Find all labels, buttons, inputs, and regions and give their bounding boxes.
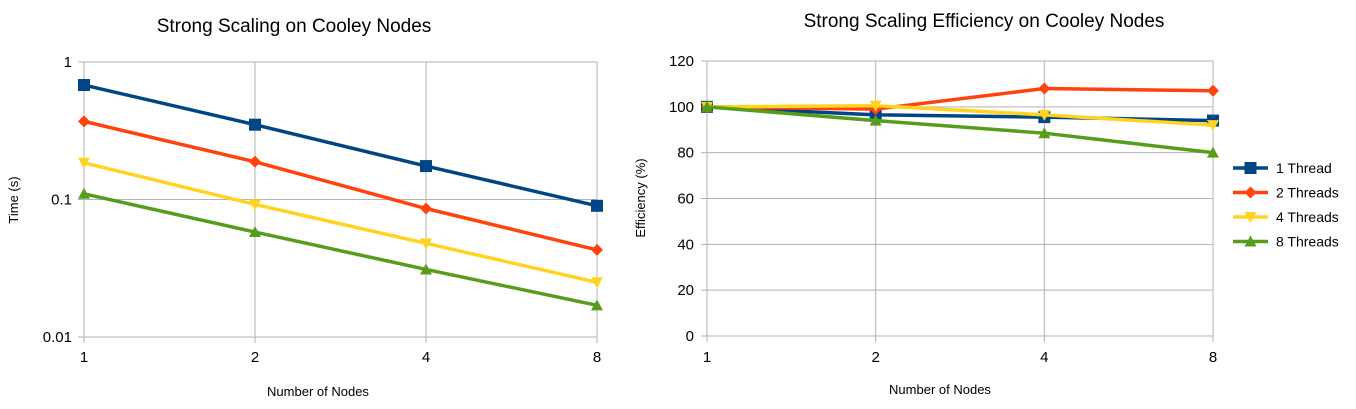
efficiency-chart-ylabel: Efficiency (%) (633, 158, 648, 237)
legend-label: 4 Threads (1276, 209, 1339, 225)
time-chart-x-ticks: 1 2 4 8 (80, 349, 601, 366)
y-tick-label: 0.01 (43, 329, 72, 346)
y-tick-label: 40 (677, 236, 694, 253)
data-point-8-threads (591, 299, 603, 311)
data-point-4-threads (78, 157, 90, 169)
data-point-8-threads (249, 226, 261, 238)
efficiency-chart-series (701, 82, 1219, 158)
data-point-2-threads (420, 202, 432, 215)
legend-marker (1244, 235, 1257, 247)
y-tick-label: 60 (677, 191, 694, 208)
time-chart-y-ticks: 1 0.1 0.01 (43, 54, 72, 346)
data-point-8-threads (1038, 127, 1051, 139)
efficiency-chart-xlabel: Number of Nodes (889, 382, 991, 397)
data-point-2-threads (1207, 84, 1219, 97)
data-point-2-threads (1038, 82, 1051, 95)
efficiency-chart-y-ticks: 120 100 80 60 40 20 0 (669, 53, 694, 345)
data-point-1-thread (420, 160, 432, 173)
efficiency-chart-x-ticks: 1 2 4 8 (703, 349, 1217, 366)
time-chart-title: Strong Scaling on Cooley Nodes (157, 16, 432, 37)
data-point-8-threads (869, 114, 882, 126)
y-tick-label: 80 (677, 145, 694, 162)
legend-marker (1244, 186, 1257, 199)
data-point-1-thread (249, 118, 261, 131)
plot-area (83, 61, 598, 338)
legend-label: 2 Threads (1276, 185, 1339, 201)
series-line-4-threads (706, 103, 1214, 127)
y-tick-label: 0 (686, 328, 694, 345)
legend-item-8-threads: 8 Threads (1233, 234, 1339, 250)
y-tick-label: 120 (669, 53, 694, 70)
data-point-4-threads (591, 277, 603, 289)
legend-marker (1244, 162, 1257, 174)
data-point-2-threads (78, 115, 90, 128)
y-tick-label: 0.1 (51, 192, 72, 209)
x-tick-label: 4 (422, 349, 430, 366)
legend-label: 8 Threads (1276, 234, 1339, 250)
plot-area (706, 60, 1214, 337)
time-chart-ylabel: Time (s) (6, 176, 21, 223)
x-tick-label: 1 (80, 349, 88, 366)
series-4-threads (701, 100, 1219, 132)
series-line-2-threads (83, 119, 598, 252)
data-point-2-threads (591, 243, 603, 256)
x-tick-label: 8 (1209, 349, 1217, 366)
data-point-8-threads (420, 263, 432, 275)
efficiency-chart: Strong Scaling Efficiency on Cooley Node… (633, 11, 1339, 397)
efficiency-chart-legend: 1 Thread 2 Threads 4 Threads 8 Threads (1233, 160, 1339, 250)
x-tick-label: 8 (593, 349, 601, 366)
data-point-1-thread (78, 79, 90, 92)
series-8-threads (701, 100, 1219, 158)
time-chart: Strong Scaling on Cooley Nodes Time (s) … (6, 16, 603, 399)
legend-marker (1244, 212, 1257, 223)
legend-item-2-threads: 2 Threads (1233, 185, 1339, 201)
series-4-threads (78, 157, 603, 289)
data-point-8-threads (701, 100, 713, 112)
time-chart-series (78, 79, 603, 311)
y-tick-label: 20 (677, 282, 694, 299)
efficiency-chart-grid (701, 60, 1214, 342)
legend-label: 1 Thread (1276, 160, 1332, 176)
legend-item-1-thread: 1 Thread (1233, 160, 1332, 176)
y-tick-label: 1 (64, 54, 72, 71)
data-point-4-threads (249, 199, 261, 211)
data-point-4-threads (1038, 109, 1051, 121)
x-tick-label: 1 (703, 349, 711, 366)
y-tick-label: 100 (669, 99, 694, 116)
series-line-8-threads (83, 192, 598, 308)
data-point-4-threads (869, 100, 882, 112)
series-1-thread (78, 79, 603, 212)
efficiency-chart-title: Strong Scaling Efficiency on Cooley Node… (804, 11, 1165, 32)
x-tick-label: 4 (1040, 349, 1048, 366)
time-chart-xlabel: Number of Nodes (267, 384, 369, 399)
data-point-4-threads (1207, 120, 1219, 132)
legend-item-4-threads: 4 Threads (1233, 209, 1339, 225)
data-point-4-threads (420, 238, 432, 250)
x-tick-label: 2 (251, 349, 259, 366)
data-point-8-threads (78, 187, 90, 199)
series-line-8-threads (706, 105, 1214, 155)
data-point-8-threads (1207, 146, 1219, 158)
data-point-1-thread (591, 199, 603, 212)
time-chart-grid (78, 61, 598, 343)
x-tick-label: 2 (871, 349, 879, 366)
data-point-2-threads (249, 155, 261, 168)
series-8-threads (78, 187, 603, 311)
series-line-1-thread (83, 83, 598, 208)
series-2-threads (78, 115, 603, 256)
series-line-4-threads (83, 161, 598, 284)
